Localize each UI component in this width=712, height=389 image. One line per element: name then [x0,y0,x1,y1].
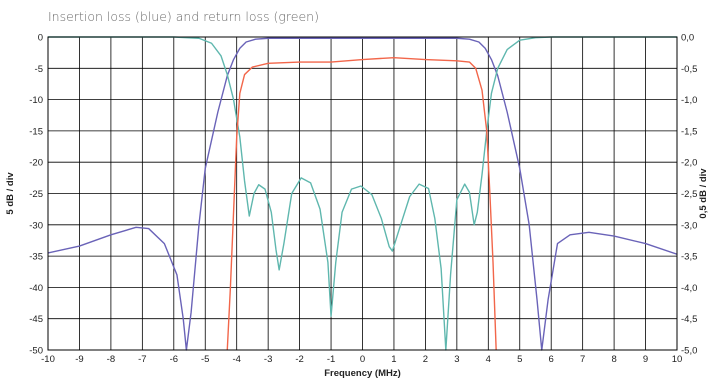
x-tick-label: -9 [75,354,83,365]
x-ticks: -10 -9 -8 -7 -6 -5 -4 -3 -2 -1 0 1 2 3 4 5 6 7 8 9 10 [41,354,682,365]
y-tick-label-left: -35 [29,252,43,263]
y-tick-label-left: -30 [29,220,43,231]
x-tick-label: 0 [360,354,365,365]
y-tick-label-right: -2,0 [681,158,697,169]
x-tick-label: -6 [170,354,178,365]
y-tick-label-right: -3,5 [681,252,697,263]
x-tick-label: -2 [295,354,303,365]
x-tick-label: -10 [41,354,55,365]
y-tick-label-left: -25 [29,189,43,200]
x-tick-label: -8 [107,354,115,365]
x-tick-label: 6 [549,354,554,365]
y-tick-label-right: -2,5 [681,189,697,200]
y-tick-label-left: -20 [29,158,43,169]
x-tick-label: -4 [232,354,240,365]
y-tick-label-left: -50 [29,346,43,357]
series-line-blue [48,37,677,351]
x-tick-label: -5 [201,354,209,365]
x-tick-label: 3 [454,354,459,365]
y-tick-label-left: 0 [38,33,43,44]
grid-lines [47,36,678,351]
x-tick-label: -7 [138,354,146,365]
x-tick-label: -3 [264,354,272,365]
chart-caption: Insertion loss (blue) and return loss (g… [48,9,319,24]
series-line-red [226,56,497,351]
y-tick-label-right: -1,0 [681,95,697,106]
y-tick-label-right: -4,5 [681,314,697,325]
x-axis-title: Frequency (MHz) [324,368,401,379]
y-tick-label-right: -0,5 [681,64,697,75]
x-tick-label: 9 [643,354,648,365]
x-tick-label: -1 [327,354,335,365]
y-ticks-right: 0,0 -0,5 -1,0 -1,5 -2,0 -2,5 -3,0 -3,5 -4,0 -4,5 -… [681,33,697,357]
y-tick-label-right: -1,5 [681,126,697,137]
y-axis-title-left: 5 dB / div [5,172,16,215]
x-tick-label: 4 [486,354,491,365]
x-tick-label: 8 [611,354,616,365]
series-line-green [48,36,677,351]
y-tick-label-right: 0,0 [681,33,694,44]
x-tick-label: 2 [423,354,428,365]
y-tick-label-left: -5 [35,64,43,75]
y-tick-label-left: -15 [29,126,43,137]
y-tick-label-right: -5,0 [681,346,697,357]
y-tick-label-left: -40 [29,283,43,294]
y-tick-label-right: -4,0 [681,283,697,294]
y-tick-label-left: -45 [29,314,43,325]
y-axis-title-right: 0,5 dB / div [698,168,709,219]
plot-frame [47,36,678,351]
y-tick-label-left: -10 [29,95,43,106]
x-tick-label: 5 [517,354,522,365]
x-tick-label: 7 [580,354,585,365]
x-tick-label: 10 [672,354,683,365]
series-lines [48,36,677,351]
y-ticks-left: 0 -5 -10 -15 -20 -25 -30 -35 -40 -45 -50 [29,33,43,357]
x-tick-label: 1 [391,354,396,365]
y-tick-label-right: -3,0 [681,220,697,231]
